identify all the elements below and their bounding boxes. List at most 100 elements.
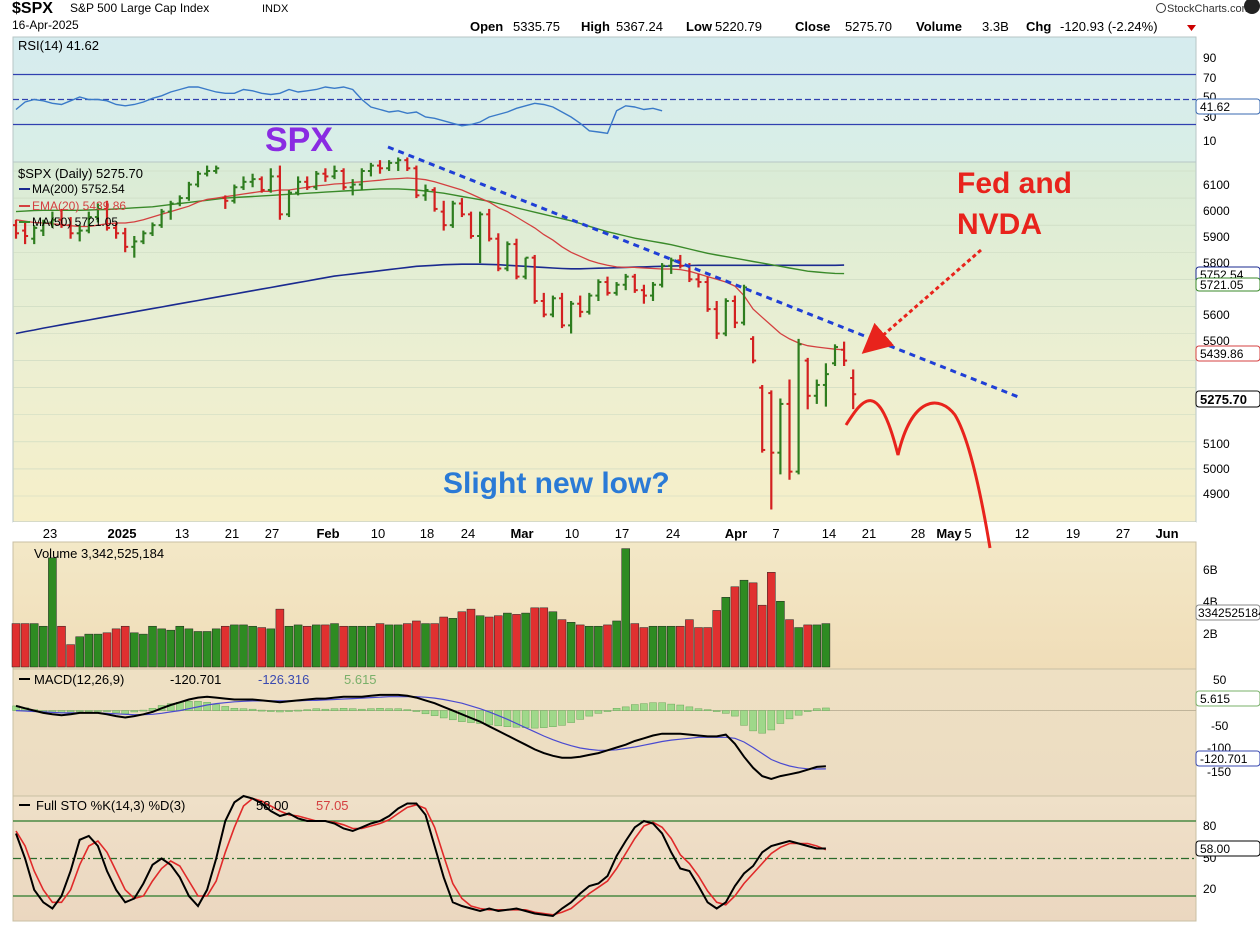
volume-bar	[484, 616, 494, 668]
volume-bar	[284, 625, 294, 668]
macd-hist-bar	[503, 710, 512, 727]
y-tick: 6100	[1203, 178, 1230, 192]
macd-hist-bar	[521, 710, 530, 728]
price-y-axis: 6100 6000 5900 5800 5600 5500 5100 5000 …	[1203, 178, 1230, 501]
volume-bar	[157, 628, 166, 668]
x-tick: Apr	[725, 526, 747, 541]
x-tick: 27	[265, 526, 279, 541]
y-tick: 5100	[1203, 437, 1230, 451]
volume-bar	[93, 633, 103, 668]
x-tick: 21	[862, 526, 876, 541]
y-tick: 10	[1203, 134, 1217, 148]
y-tick: 90	[1203, 51, 1217, 65]
volume-bar	[757, 604, 767, 668]
open-label: Open	[470, 19, 503, 34]
volume-bar	[66, 644, 75, 668]
volume-bar	[48, 557, 57, 668]
x-tick: 7	[772, 526, 779, 541]
x-tick: 10	[371, 526, 385, 541]
volume-bar	[703, 627, 712, 668]
date-label: 16-Apr-2025	[12, 18, 79, 32]
spx-annotation: SPX	[265, 121, 333, 159]
ema20-line	[15, 177, 845, 351]
macd-hist-bar	[822, 707, 830, 711]
volume-bar	[566, 622, 576, 668]
macd-hist-tag-value: 5.615	[1200, 692, 1230, 706]
macd-hist-bar	[294, 709, 302, 712]
macd-hist-bar	[112, 710, 120, 714]
chg-value: -120.93 (-2.24%)	[1060, 19, 1158, 34]
macd-hist-bar	[813, 708, 821, 711]
volume-bar	[685, 619, 694, 668]
x-tick: 23	[43, 526, 57, 541]
macd-hist-bar	[321, 708, 330, 711]
macd-hist-bar	[148, 708, 157, 711]
macd-hist-bar	[66, 710, 75, 713]
macd-hist-bar	[658, 702, 666, 711]
volume-bar	[211, 628, 221, 668]
macd-hist-bar	[385, 708, 393, 711]
y-tick: 6B	[1203, 563, 1218, 577]
volume-bar	[302, 625, 312, 668]
volume-bar	[75, 636, 84, 668]
y-tick: -50	[1211, 719, 1229, 733]
macd-hist-bar	[248, 708, 257, 711]
settings-icon[interactable]	[1244, 0, 1260, 14]
volume-bar	[439, 616, 448, 668]
macd-hist-bar	[285, 710, 293, 712]
volume-bar	[748, 582, 758, 668]
volume-bar	[102, 632, 112, 668]
macd-hist-bar	[722, 710, 730, 714]
x-tick: 5	[964, 526, 971, 541]
macd-hist-bar	[549, 710, 557, 727]
macd-hist-bar	[221, 706, 230, 711]
nvda-annotation: NVDA	[957, 208, 1042, 241]
macd-panel	[12, 668, 1197, 797]
ema20-value: 5439.86	[1200, 347, 1244, 361]
price-legend: $SPX (Daily) 5275.70	[18, 166, 143, 181]
signal-legend-value: -126.316	[258, 672, 309, 687]
x-tick: 2025	[108, 526, 137, 541]
chg-label: Chg	[1026, 19, 1051, 34]
index-name-label: S&P 500 Large Cap Index	[70, 1, 209, 15]
macd-hist-bar	[631, 704, 639, 711]
volume-bar	[166, 629, 175, 668]
macd-hist-bar	[130, 710, 139, 713]
volume-bar	[457, 611, 467, 668]
macd-hist-bar	[694, 708, 703, 711]
volume-bar	[239, 624, 248, 668]
sto-k-line	[15, 794, 826, 918]
macd-hist-bar	[276, 710, 284, 713]
macd-hist-bar	[330, 708, 339, 711]
macd-hist-bar	[594, 710, 603, 714]
volume-bar	[730, 586, 740, 668]
macd-hist-bar	[267, 710, 275, 712]
macd-hist-bar	[585, 710, 594, 717]
sto-d-value: 57.05	[316, 798, 349, 813]
volume-bar	[248, 625, 257, 668]
volume-bar	[594, 625, 603, 668]
macd-hist-bar	[530, 710, 539, 729]
y-tick: 70	[1203, 71, 1217, 85]
macd-hist-bar	[712, 710, 721, 712]
volume-bar	[785, 619, 794, 668]
macd-hist-bar	[412, 710, 421, 712]
volume-bar	[357, 625, 367, 668]
volume-value-tag	[1195, 604, 1260, 621]
macd-hist-bar	[421, 710, 430, 715]
fed-annotation: Fed and	[957, 167, 1072, 200]
rsi-legend: RSI(14) 41.62	[18, 38, 99, 53]
chart-header: $SPX S&P 500 Large Cap Index INDX 16-Apr…	[12, 0, 1260, 34]
volume-bar	[321, 624, 330, 668]
macd-hist-bar	[685, 706, 694, 711]
macd-hist-bar	[676, 704, 685, 711]
low-annotation: Slight new low?	[443, 467, 670, 500]
volume-bar	[657, 625, 667, 668]
panel-legends: RSI(14) 41.62 $SPX (Daily) 5275.70 MA(20…	[18, 38, 377, 813]
volume-bar	[621, 548, 630, 668]
macd-hist-bar	[257, 709, 266, 712]
volume-bar	[412, 620, 421, 668]
volume-bar	[466, 608, 476, 668]
x-tick: 28	[911, 526, 925, 541]
